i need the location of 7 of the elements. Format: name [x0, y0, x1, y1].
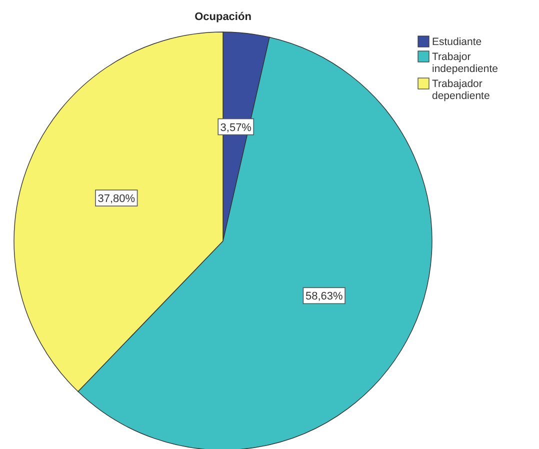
- data-label: 58,63%: [305, 290, 343, 303]
- data-label: 37,80%: [98, 193, 136, 206]
- data-label: 3,57%: [220, 122, 252, 134]
- legend-label: Estudiante: [432, 36, 482, 48]
- legend-label: Trabajador dependiente: [432, 78, 490, 102]
- legend-label: Trabajor independiente: [432, 51, 498, 75]
- chart-title: Ocupación: [194, 11, 252, 23]
